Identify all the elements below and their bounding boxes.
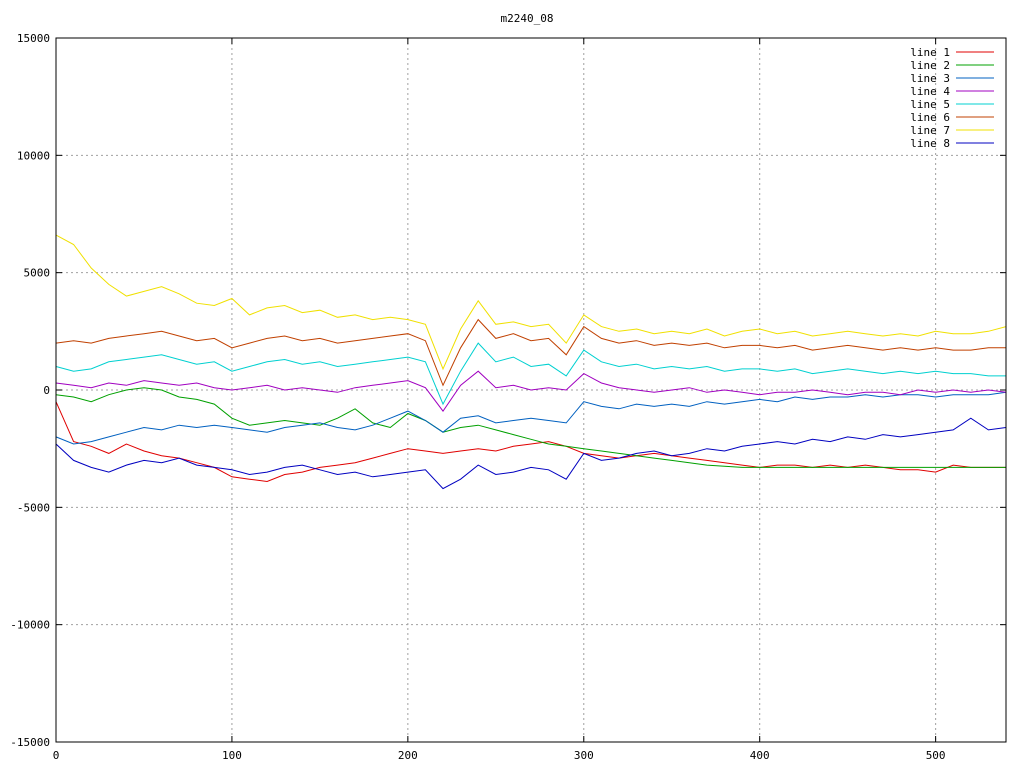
series-line-4 — [55, 370, 1007, 412]
x-tick-label: 0 — [53, 749, 60, 762]
ticks: 0 100 200 300 400 500 -15000 -10000 -5000 0 5000 10… — [10, 32, 1006, 762]
x-tick-label: 400 — [750, 749, 770, 762]
series-line-8 — [55, 417, 1007, 490]
x-tick-label: 100 — [222, 749, 242, 762]
series-line-6 — [55, 318, 1006, 387]
y-tick-label: 10000 — [17, 149, 50, 162]
series-line-2 — [55, 387, 1006, 468]
legend-label-1: line 1 — [910, 46, 950, 59]
y-tick-label: -15000 — [10, 736, 50, 749]
legend-label-8: line 8 — [910, 137, 950, 150]
legend-label-4: line 4 — [910, 85, 950, 98]
y-tick-label: 5000 — [24, 267, 51, 280]
legend-label-3: line 3 — [910, 72, 950, 85]
y-tick-label: 0 — [43, 384, 50, 397]
y-tick-label: -10000 — [10, 619, 50, 632]
x-tick-label: 200 — [398, 749, 418, 762]
legend-label-7: line 7 — [910, 124, 950, 137]
x-tick-label: 300 — [574, 749, 594, 762]
y-tick-label: -5000 — [17, 501, 50, 514]
legend-label-6: line 6 — [910, 111, 950, 124]
x-tick-label: 500 — [926, 749, 946, 762]
grid — [56, 38, 1006, 742]
y-tick-label: 15000 — [17, 32, 50, 45]
series-line-5 — [55, 342, 1006, 406]
series-line-7 — [55, 234, 1007, 371]
legend-label-2: line 2 — [910, 59, 950, 72]
legend-label-5: line 5 — [910, 98, 950, 111]
series-line-3 — [55, 391, 1007, 445]
series-layer — [55, 234, 1007, 490]
chart-title: m2240_08 — [501, 12, 554, 25]
